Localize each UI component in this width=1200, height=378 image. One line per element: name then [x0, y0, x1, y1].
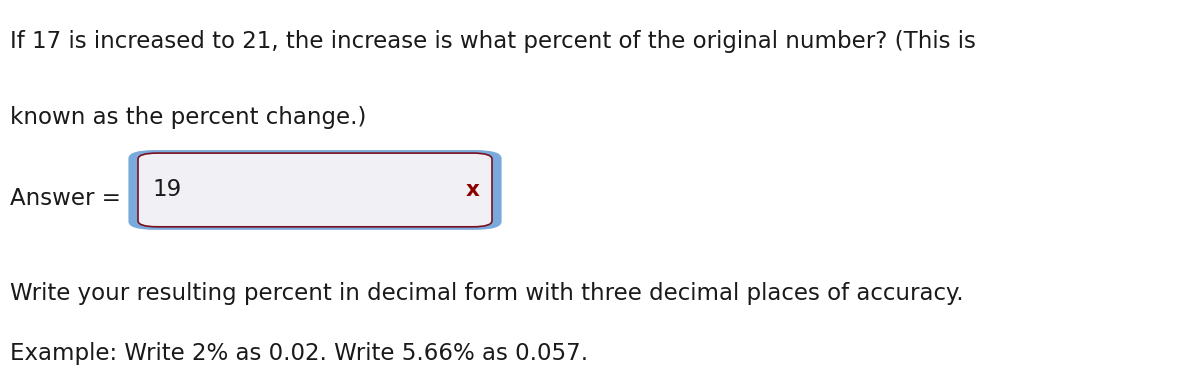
FancyBboxPatch shape — [138, 153, 492, 227]
Text: Answer =: Answer = — [10, 187, 127, 210]
Text: x: x — [466, 180, 480, 200]
Text: Example: Write 2% as 0.02. Write 5.66% as 0.057.: Example: Write 2% as 0.02. Write 5.66% a… — [10, 342, 588, 365]
Text: 19: 19 — [152, 178, 181, 201]
Text: Write your resulting percent in decimal form with three decimal places of accura: Write your resulting percent in decimal … — [10, 282, 964, 305]
Text: If 17 is increased to 21, the increase is what percent of the original number? (: If 17 is increased to 21, the increase i… — [10, 30, 976, 53]
Text: known as the percent change.): known as the percent change.) — [10, 106, 366, 129]
FancyBboxPatch shape — [128, 150, 502, 230]
